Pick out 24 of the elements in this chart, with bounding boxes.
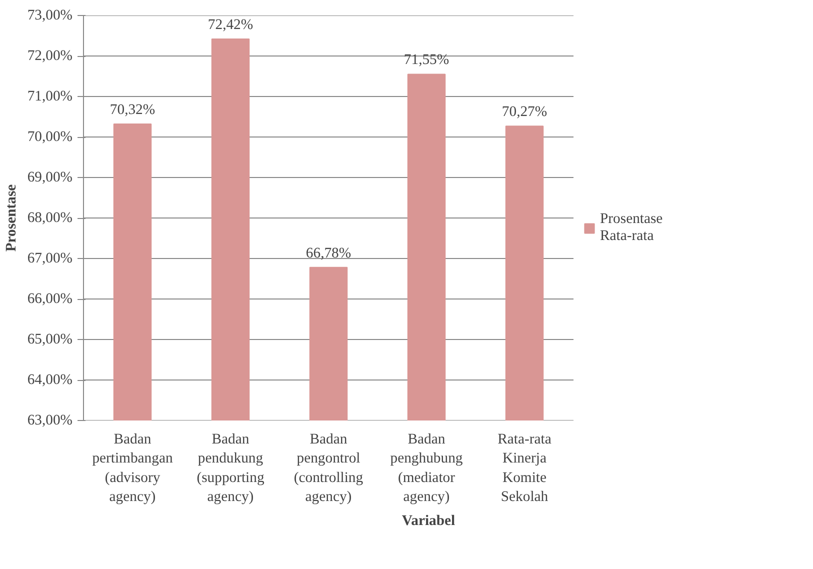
text: 66,78% bbox=[306, 245, 352, 262]
text: 72,42% bbox=[208, 16, 254, 33]
y-tick-label: 63,00% bbox=[27, 412, 72, 428]
y-tick-label: 72,00% bbox=[27, 48, 72, 64]
y-tick-label: 64,00% bbox=[27, 372, 72, 388]
y-tick-label: 68,00% bbox=[27, 210, 72, 226]
y-tick-label: 67,00% bbox=[27, 250, 72, 266]
y-tick-label: 65,00% bbox=[27, 332, 72, 348]
y-axis-title: Prosentase bbox=[3, 184, 20, 252]
x-axis-title: Variabel bbox=[402, 513, 456, 530]
text: 70,27% bbox=[502, 104, 548, 120]
x-tick-label: Badan pertimbangan (advisory agency) bbox=[92, 432, 174, 506]
y-tick-label: 66,00% bbox=[27, 291, 72, 307]
y-tick-label: 71,00% bbox=[27, 88, 72, 104]
x-tick-label: Badan penghubung (mediator agency) bbox=[390, 432, 464, 506]
x-tick-label: Rata-rata Kinerja Komite Sekolah bbox=[498, 432, 552, 506]
x-tick-label: Badan pengontrol (controlling agency) bbox=[294, 432, 364, 506]
y-tick-label: 69,00% bbox=[27, 170, 72, 186]
y-tick-label: 70,00% bbox=[27, 129, 72, 145]
text: 70,32% bbox=[110, 102, 156, 118]
x-tick-label: Badan pendukung (supporting agency) bbox=[196, 432, 265, 506]
text: 71,55% bbox=[404, 52, 450, 68]
y-tick-label: 73,00% bbox=[27, 8, 72, 24]
legend-label: Prosentase Rata-rata bbox=[600, 211, 663, 245]
